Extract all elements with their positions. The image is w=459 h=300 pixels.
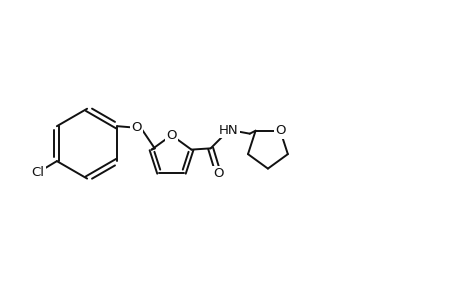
Text: O: O — [274, 124, 285, 137]
Text: O: O — [166, 129, 176, 142]
Text: Cl: Cl — [31, 166, 44, 179]
Text: HN: HN — [218, 124, 238, 137]
Text: O: O — [213, 167, 223, 180]
Text: O: O — [131, 121, 141, 134]
